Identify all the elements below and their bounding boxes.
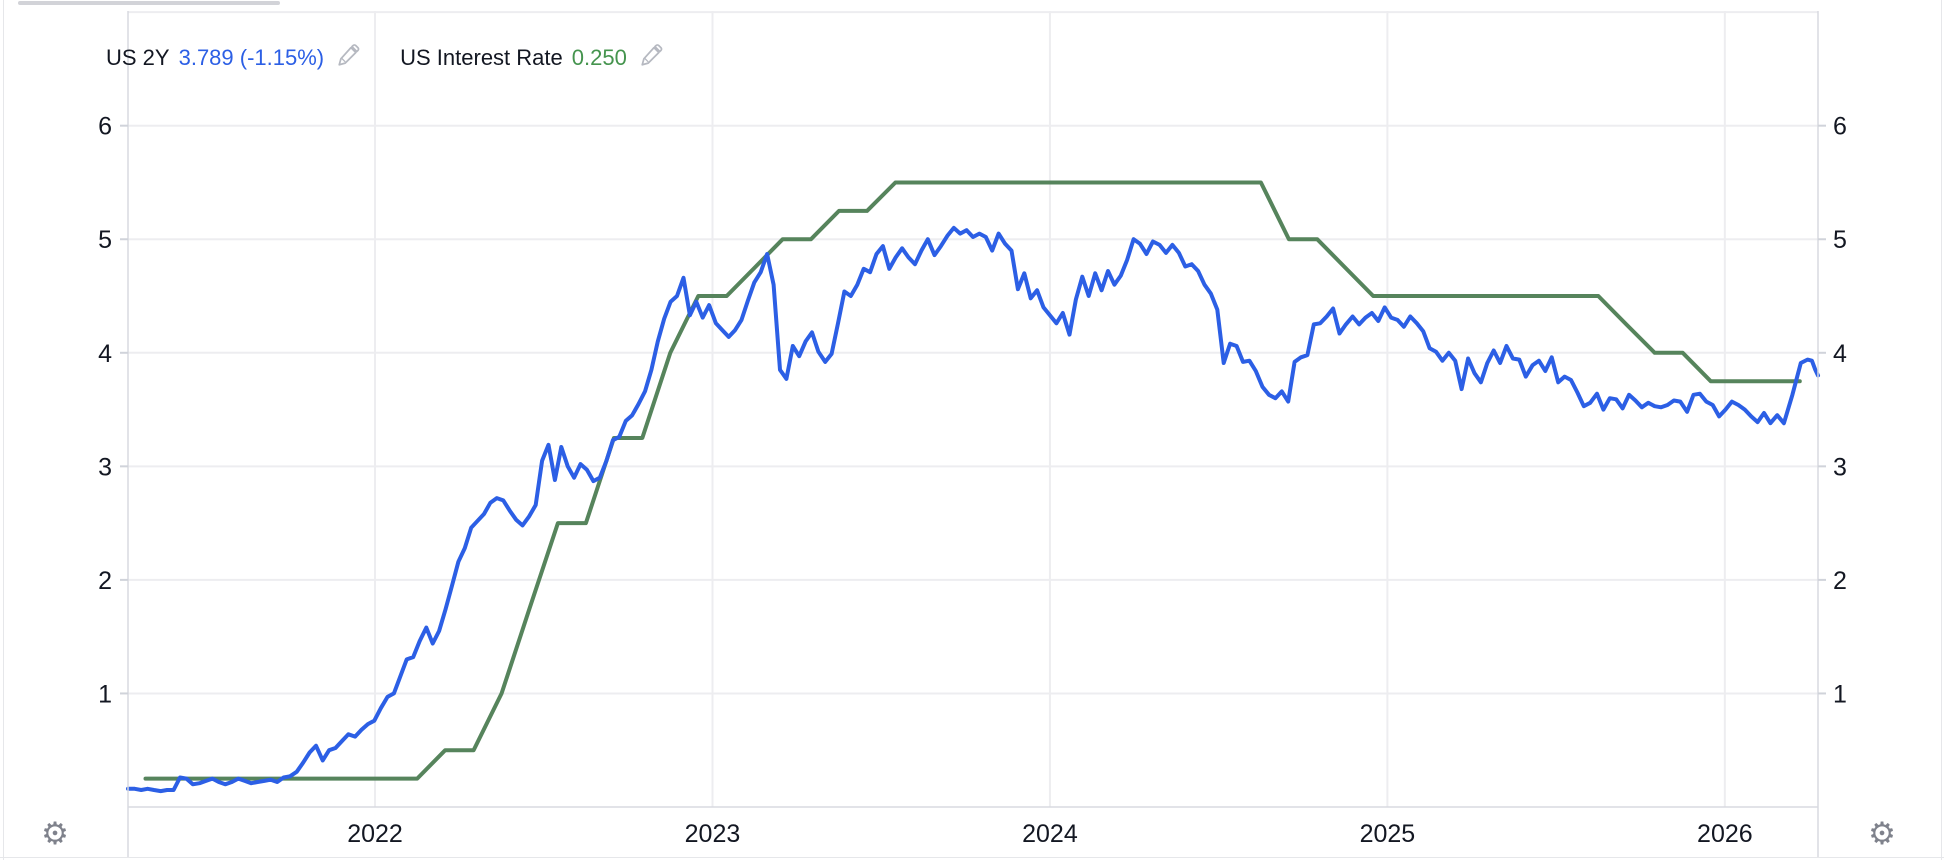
x-tick-label: 2022 [347,820,403,848]
x-tick-label: 2025 [1360,820,1416,848]
time-axis-labels: 2022 2023 2024 2025 2026 [347,820,1752,848]
legend: US 2Y 3.789 (-1.15%) US Interest Rate 0.… [106,42,703,74]
y-tick-label: 1 [98,680,112,708]
series-line-us-2y [126,225,1820,794]
series-value-us2y: 3.789 (-1.15%) [178,45,325,70]
right-price-axis[interactable] [1818,11,1944,807]
y-tick-label: 3 [1833,453,1847,481]
settings-gear-icon-left[interactable]: ⚙ [41,816,69,852]
left-price-axis-labels: 1 2 3 4 5 6 [98,113,128,708]
axis-borders [127,11,1819,857]
edit-pencil-icon[interactable] [336,42,362,74]
y-tick-label: 6 [1833,113,1847,141]
y-tick-label: 5 [98,226,112,254]
x-tick-label: 2023 [685,820,741,848]
x-tick-label: 2026 [1697,820,1753,848]
time-axis[interactable] [128,807,1818,857]
legend-item-interest-rate: US Interest Rate 0.250 [400,42,665,74]
y-tick-label: 2 [1833,567,1847,595]
x-tick-label: 2024 [1022,820,1078,848]
series-name-interest-rate: US Interest Rate [400,45,563,70]
series-value-interest-rate: 0.250 [571,45,627,70]
right-page-border [1941,0,1942,860]
y-tick-label: 1 [1833,680,1847,708]
right-price-axis-labels: 1 2 3 4 5 6 [1818,113,1847,708]
series-line-us-interest-rate [143,180,1802,781]
series-lines [126,180,1820,794]
settings-gear-icon-right[interactable]: ⚙ [1868,816,1896,852]
y-tick-label: 6 [98,113,112,141]
edit-pencil-icon[interactable] [639,42,665,74]
left-page-border [3,0,4,860]
top-divider-bar [18,1,280,5]
y-tick-label: 5 [1833,226,1847,254]
legend-item-us2y: US 2Y 3.789 (-1.15%) [106,42,362,74]
y-tick-label: 2 [98,567,112,595]
y-tick-label: 4 [98,340,112,368]
gridlines [128,11,1818,807]
bottom-page-border [0,857,1944,858]
series-name-us2y: US 2Y [106,45,170,70]
y-tick-label: 4 [1833,340,1847,368]
left-price-axis[interactable] [0,11,128,807]
y-tick-label: 3 [98,453,112,481]
